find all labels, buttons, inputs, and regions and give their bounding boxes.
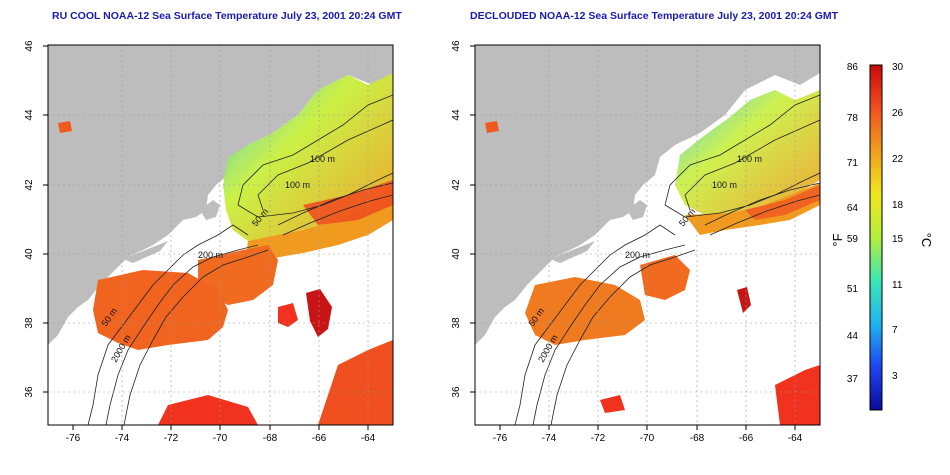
lon-tick-label: -66 — [739, 433, 754, 444]
c-tick-label: 3 — [892, 371, 898, 382]
lat-tick-label: 46 — [451, 40, 462, 52]
lon-tick-label: -74 — [542, 433, 557, 444]
lon-tick-label: -76 — [493, 433, 508, 444]
fahrenheit-unit-label: °F — [830, 233, 845, 246]
lon-tick-label: -72 — [164, 433, 179, 444]
c-tick-label: 30 — [892, 62, 904, 73]
graticule — [475, 45, 820, 425]
map-panel-left: 100 m 100 m 50 m 200 m 50 m 2000 m — [24, 40, 394, 444]
f-tick-label: 64 — [847, 203, 859, 214]
lat-tick-label: 44 — [451, 109, 462, 121]
lon-tick-label: -70 — [640, 433, 655, 444]
long-island — [550, 241, 595, 263]
lat-tick-label: 42 — [24, 179, 35, 191]
cape-cod — [627, 200, 647, 220]
celsius-unit-label: °C — [919, 233, 934, 248]
bathymetry-contours — [514, 94, 820, 425]
contour-label: 200 m — [198, 250, 223, 260]
long-island — [123, 241, 168, 263]
map-panel-right: 100 m 100 m 50 m 200 m 50 m 2000 m — [451, 40, 821, 444]
lat-tick-label: 46 — [24, 40, 35, 52]
lat-tick-label: 36 — [451, 386, 462, 398]
lon-tick-label: -68 — [263, 433, 278, 444]
contour-label: 100 m — [737, 154, 762, 164]
f-tick-label: 71 — [847, 158, 859, 169]
bathymetry-contours — [87, 94, 393, 425]
c-tick-label: 11 — [892, 280, 903, 291]
f-tick-label: 59 — [847, 234, 859, 245]
fahrenheit-ticks: 86 78 71 64 59 51 44 37 — [847, 62, 859, 385]
lat-tick-label: 40 — [451, 248, 462, 260]
lat-tick-label: 42 — [451, 179, 462, 191]
lon-tick-label: -68 — [690, 433, 705, 444]
lat-tick-label: 38 — [24, 317, 35, 329]
c-tick-label: 18 — [892, 200, 904, 211]
sst-patches — [485, 90, 820, 425]
lat-tick-label: 38 — [451, 317, 462, 329]
f-tick-label: 44 — [847, 331, 859, 342]
panel-title-left: RU COOL NOAA-12 Sea Surface Temperature … — [52, 10, 402, 22]
f-tick-label: 78 — [847, 113, 859, 124]
land-mass — [475, 45, 820, 345]
c-tick-label: 22 — [892, 154, 904, 165]
lon-tick-label: -64 — [788, 433, 803, 444]
graticule — [48, 45, 393, 425]
f-tick-label: 37 — [847, 374, 859, 385]
colorbar: 86 78 71 64 59 51 44 37 30 26 22 18 15 1… — [830, 62, 934, 411]
celsius-ticks: 30 26 22 18 15 11 7 3 — [892, 62, 904, 382]
c-tick-label: 26 — [892, 108, 904, 119]
lon-tick-label: -72 — [591, 433, 606, 444]
cape-cod — [200, 200, 220, 220]
contour-label: 200 m — [625, 250, 650, 260]
lat-tick-label: 44 — [24, 109, 35, 121]
c-tick-label: 15 — [892, 234, 904, 245]
sst-patches — [58, 73, 393, 425]
panel-title-right: DECLOUDED NOAA-12 Sea Surface Temperatur… — [470, 10, 839, 22]
lat-tick-label: 36 — [24, 386, 35, 398]
lon-tick-label: -70 — [213, 433, 228, 444]
f-tick-label: 86 — [847, 62, 859, 73]
lon-tick-label: -76 — [66, 433, 81, 444]
lon-tick-label: -74 — [115, 433, 130, 444]
f-tick-label: 51 — [847, 284, 859, 295]
lon-tick-label: -66 — [312, 433, 327, 444]
lat-tick-label: 40 — [24, 248, 35, 260]
c-tick-label: 7 — [892, 325, 898, 336]
contour-label: 100 m — [712, 180, 737, 190]
colorbar-scale — [869, 64, 883, 411]
contour-label: 100 m — [310, 154, 335, 164]
contour-label: 100 m — [285, 180, 310, 190]
land-mass — [48, 45, 393, 345]
lon-tick-label: -64 — [361, 433, 376, 444]
